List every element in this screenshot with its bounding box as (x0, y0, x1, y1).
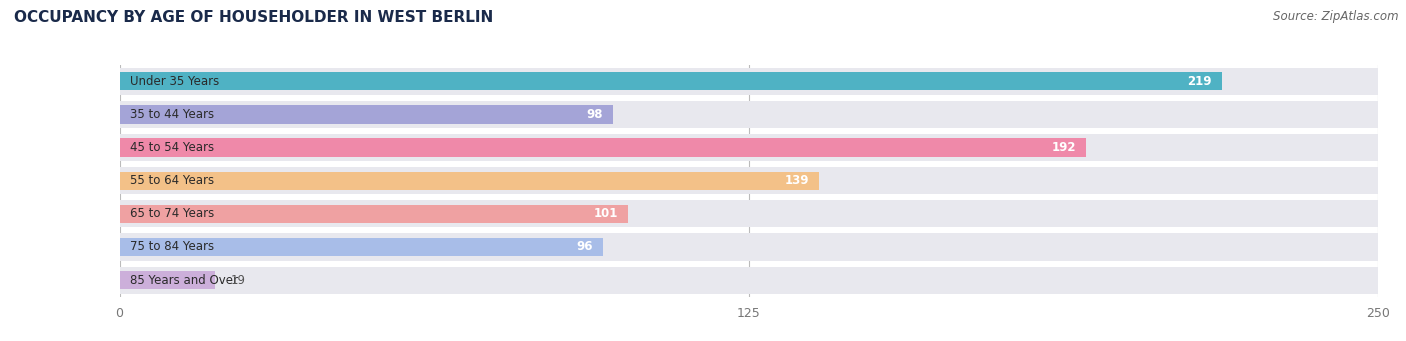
Bar (120, 134, 1378, 161)
Bar (120, 233, 1378, 261)
Text: 55 to 64 Years: 55 to 64 Years (129, 174, 214, 187)
Text: 98: 98 (586, 108, 603, 121)
Text: 85 Years and Over: 85 Years and Over (129, 273, 238, 286)
Text: Under 35 Years: Under 35 Years (129, 75, 219, 88)
Text: 65 to 74 Years: 65 to 74 Years (129, 207, 214, 220)
Text: 19: 19 (231, 273, 245, 286)
Bar (120, 271, 215, 289)
Bar (120, 68, 1378, 95)
Text: 35 to 44 Years: 35 to 44 Years (129, 108, 214, 121)
Text: 219: 219 (1187, 75, 1212, 88)
Bar (120, 205, 628, 223)
Text: 75 to 84 Years: 75 to 84 Years (129, 240, 214, 253)
Bar (120, 200, 1378, 227)
Bar (120, 105, 613, 123)
Bar (120, 167, 1378, 194)
Text: 45 to 54 Years: 45 to 54 Years (129, 141, 214, 154)
Text: 96: 96 (576, 240, 593, 253)
Text: 192: 192 (1052, 141, 1076, 154)
Bar (120, 72, 1222, 90)
Bar (120, 138, 1085, 157)
Text: Source: ZipAtlas.com: Source: ZipAtlas.com (1274, 10, 1399, 23)
Bar (120, 238, 603, 256)
Text: 101: 101 (593, 207, 617, 220)
Bar (120, 172, 820, 190)
Bar (120, 101, 1378, 128)
Text: 139: 139 (785, 174, 808, 187)
Text: OCCUPANCY BY AGE OF HOUSEHOLDER IN WEST BERLIN: OCCUPANCY BY AGE OF HOUSEHOLDER IN WEST … (14, 10, 494, 25)
Bar (120, 267, 1378, 294)
